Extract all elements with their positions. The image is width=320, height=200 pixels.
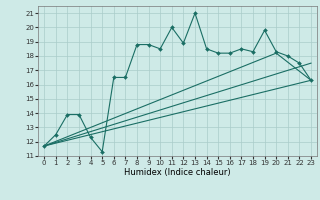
X-axis label: Humidex (Indice chaleur): Humidex (Indice chaleur): [124, 168, 231, 177]
